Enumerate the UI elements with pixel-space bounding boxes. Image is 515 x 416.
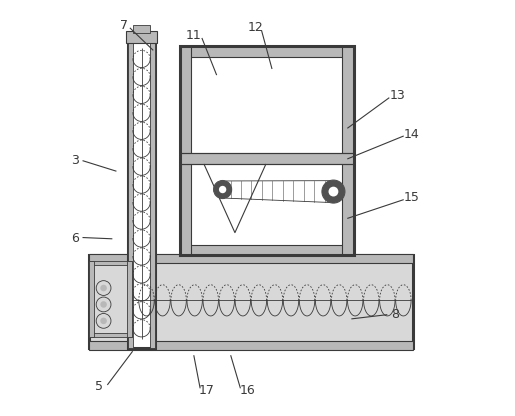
Text: 11: 11: [186, 29, 202, 42]
Text: 6: 6: [71, 232, 79, 245]
Text: 15: 15: [403, 191, 419, 204]
Bar: [89, 255, 414, 347]
Text: 14: 14: [404, 128, 419, 141]
Bar: [180, 46, 191, 255]
Bar: [89, 254, 414, 263]
Bar: [342, 46, 354, 255]
Bar: [180, 245, 354, 255]
Circle shape: [100, 285, 107, 291]
Circle shape: [100, 301, 107, 308]
Circle shape: [100, 317, 107, 324]
Bar: [126, 31, 157, 42]
Bar: [180, 46, 354, 255]
Text: 7: 7: [120, 19, 128, 32]
Text: 3: 3: [71, 154, 79, 167]
Bar: [150, 38, 155, 347]
Bar: [89, 333, 132, 337]
Circle shape: [214, 181, 232, 198]
Text: 12: 12: [248, 21, 263, 34]
Bar: [89, 341, 414, 349]
Bar: [128, 38, 133, 347]
Bar: [180, 46, 354, 255]
Text: 13: 13: [389, 89, 405, 102]
Text: 16: 16: [239, 384, 255, 397]
Bar: [180, 46, 354, 57]
Bar: [128, 38, 155, 347]
Bar: [133, 25, 149, 33]
Bar: [89, 263, 132, 335]
Text: 17: 17: [198, 384, 214, 397]
Bar: [89, 261, 94, 337]
Circle shape: [322, 180, 345, 203]
Bar: [89, 261, 132, 265]
Bar: [127, 261, 132, 337]
Circle shape: [329, 187, 338, 196]
Text: 8: 8: [391, 308, 399, 321]
Bar: [180, 153, 354, 164]
Circle shape: [219, 186, 226, 193]
Text: 5: 5: [95, 380, 104, 393]
